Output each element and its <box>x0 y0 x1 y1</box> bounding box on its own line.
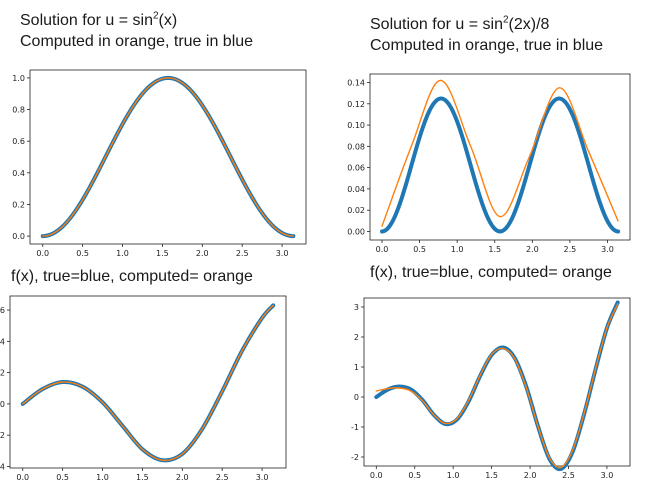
y-tick-label: 0 <box>0 400 5 409</box>
y-tick-label: 0.04 <box>347 185 365 194</box>
y-tick-label: 0.06 <box>347 164 365 173</box>
x-tick-label: 3.0 <box>601 245 614 254</box>
x-tick-label: 2.5 <box>564 245 577 254</box>
y-tick-label: 0.14 <box>347 79 365 88</box>
y-tick-label: 0.02 <box>347 206 365 215</box>
x-tick-label: 1.5 <box>485 471 498 480</box>
y-tick-label: 0.2 <box>12 200 25 209</box>
y-tick-label: -2 <box>0 431 5 440</box>
top-right-chart: 0.0 0.5 1.0 1.5 2.0 2.5 3.0 0.00 0.02 0.04 0.06 0.0… <box>347 73 631 254</box>
x-tick-label: 0.5 <box>56 473 69 482</box>
y-tick-label: 6 <box>0 306 5 315</box>
computed-series-line <box>375 303 619 469</box>
x-tick-label: 1.0 <box>451 245 464 254</box>
y-tick-label: 0.0 <box>12 232 25 241</box>
x-tick-label: 3.0 <box>601 471 614 480</box>
true-series-line <box>380 96 621 234</box>
x-tick-label: 1.0 <box>447 471 460 480</box>
bottom-right-caption: f(x), true=blue, computed= orange <box>370 264 612 281</box>
y-tick-label: 0 <box>354 393 359 402</box>
top-right-caption-line1: Solution for u = sin2(2x)/8 <box>370 14 550 33</box>
x-tick-label: 1.5 <box>156 249 169 258</box>
x-tick-label: 2.0 <box>524 471 537 480</box>
x-tick-label: 2.0 <box>196 249 209 258</box>
x-tick-label: 0.0 <box>376 245 389 254</box>
top-left-caption-line2: Computed in orange, true in blue <box>20 33 254 50</box>
y-tick-label: 0.8 <box>12 106 25 115</box>
top-left-chart: 0.0 0.5 1.0 1.5 2.0 2.5 3.0 0.0 0.2 0.4 0.6 0.8 1.0 <box>12 69 307 258</box>
bottom-right-chart: 0.0 0.5 1.0 1.5 2.0 2.5 3.0 -2 -1 0 1 2 3 <box>351 297 631 480</box>
x-tick-label: 0.5 <box>408 471 421 480</box>
x-tick-label: 2.5 <box>216 473 229 482</box>
y-tick-label: 0.08 <box>347 142 365 151</box>
y-tick-label: 0.6 <box>12 137 25 146</box>
x-tick-label: 2.5 <box>236 249 249 258</box>
bottom-left-chart: 0.0 0.5 1.0 1.5 2.0 2.5 3.0 -4 -2 0 2 4 6 <box>0 295 287 482</box>
top-right-caption-line2: Computed in orange, true in blue <box>370 37 604 54</box>
y-tick-label: 0.00 <box>347 227 365 236</box>
x-tick-label: 2.0 <box>526 245 539 254</box>
top-right-caption: Solution for u = sin2(2x)/8 Computed in … <box>370 14 603 56</box>
x-tick-label: 1.5 <box>136 473 149 482</box>
x-tick-label: 2.0 <box>176 473 189 482</box>
x-tick-label: 1.5 <box>488 245 501 254</box>
top-left-caption: Solution for u = sin2(x) Computed in ora… <box>20 10 253 52</box>
x-tick-label: 1.0 <box>96 473 109 482</box>
y-tick-label: -1 <box>351 423 359 432</box>
x-tick-label: 2.5 <box>562 471 575 480</box>
y-tick-label: 1 <box>354 363 359 372</box>
axes-frame <box>29 69 307 245</box>
computed-series-line <box>381 79 619 227</box>
bottom-left-caption: f(x), true=blue, computed= orange <box>11 268 253 285</box>
computed-series-line <box>42 77 295 237</box>
x-tick-label: 3.0 <box>276 249 289 258</box>
y-tick-label: 2 <box>0 369 5 378</box>
axes-frame <box>369 73 631 241</box>
x-tick-label: 0.5 <box>76 249 89 258</box>
computed-series-line <box>22 304 274 462</box>
y-tick-label: 2 <box>354 333 359 342</box>
x-tick-label: 1.0 <box>116 249 129 258</box>
top-left-caption-line1: Solution for u = sin2(x) <box>20 10 178 29</box>
x-tick-label: 0.0 <box>36 249 49 258</box>
x-tick-label: 0.5 <box>413 245 426 254</box>
y-tick-label: 1.0 <box>12 74 25 83</box>
y-tick-label: 0.10 <box>347 121 365 130</box>
axes-frame <box>9 295 287 469</box>
y-tick-label: 0.12 <box>347 100 365 109</box>
x-tick-label: 0.0 <box>16 473 29 482</box>
y-tick-label: 4 <box>0 337 5 346</box>
true-series-line <box>374 300 620 472</box>
y-tick-label: 3 <box>354 303 359 312</box>
y-tick-label: -4 <box>0 462 5 471</box>
y-tick-label: -2 <box>351 453 359 462</box>
y-tick-label: 0.4 <box>12 169 25 178</box>
true-series-line <box>40 75 296 239</box>
x-tick-label: 0.0 <box>370 471 383 480</box>
x-tick-label: 3.0 <box>256 473 269 482</box>
axes-frame <box>363 297 631 467</box>
